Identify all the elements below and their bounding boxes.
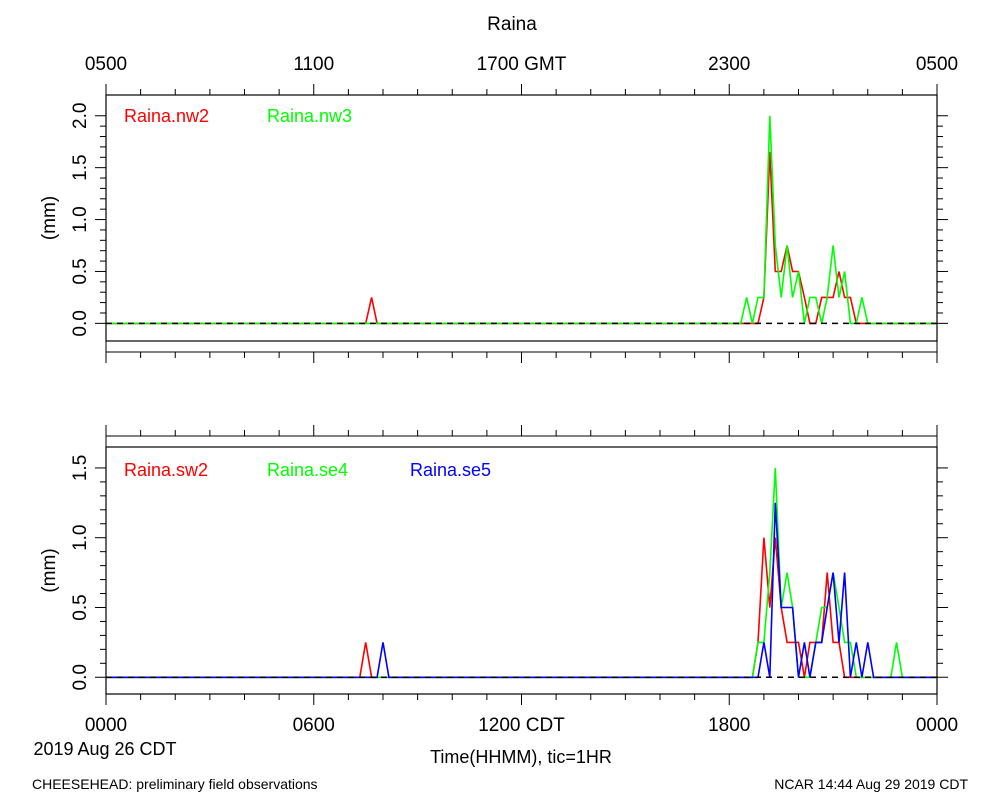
panel-1: 0.0 0.5 1.0 1.5 2.0 (mm) Raina.nw2 Raina.nw3 bbox=[39, 84, 948, 363]
series-line-Raina-sw2 bbox=[106, 537, 937, 679]
footer-left: CHEESEHEAD: preliminary field observatio… bbox=[32, 776, 318, 792]
y-tick-label: 1.0 bbox=[70, 524, 91, 550]
footer-right: NCAR 14:44 Aug 29 2019 CDT bbox=[774, 776, 968, 792]
bottom-axis-tick-label: 0000 bbox=[916, 715, 958, 736]
bottom-axis-tick-label: 1200 CDT bbox=[478, 715, 565, 736]
legend-entry: Raina.nw2 bbox=[124, 106, 209, 126]
top-axis-tick-label: 0500 bbox=[916, 54, 958, 75]
legend-entry: Raina.nw3 bbox=[267, 106, 352, 126]
y-tick-label: 1.0 bbox=[70, 206, 91, 232]
date-label: 2019 Aug 26 CDT bbox=[33, 739, 176, 759]
y-tick-label: 1.5 bbox=[70, 455, 91, 481]
y-axis-label: (mm) bbox=[39, 196, 60, 240]
series-line-Raina-se4 bbox=[106, 467, 937, 679]
y-tick-label: 0.5 bbox=[70, 594, 91, 620]
panel-2: 0.0 0.5 1.0 1.5 (mm) Raina.sw2 Raina.se4 Raina.… bbox=[39, 425, 948, 705]
bottom-axis-tick-label: 0600 bbox=[293, 715, 335, 736]
plot-frame bbox=[105, 446, 938, 695]
y-tick-label: 0.0 bbox=[70, 310, 91, 336]
legend-entry: Raina.se4 bbox=[267, 460, 348, 480]
top-axis-tick-label: 2300 bbox=[708, 54, 750, 75]
bottom-axis-tick-label: 1800 bbox=[708, 715, 750, 736]
legend-entry: Raina.se5 bbox=[410, 460, 491, 480]
bottom-axis-tick-label: 0000 bbox=[85, 715, 127, 736]
series-line-Raina-se5 bbox=[106, 502, 937, 679]
panels-group: 0500 1100 1700 GMT 2300 0500 0000 0600 1200 CDT… bbox=[39, 54, 958, 736]
legend-entry: Raina.sw2 bbox=[124, 460, 208, 480]
plot-frame bbox=[105, 94, 938, 342]
y-tick-label: 1.5 bbox=[70, 154, 91, 180]
top-axis-tick-label: 0500 bbox=[85, 54, 127, 75]
top-axis-tick-label: 1100 bbox=[293, 54, 334, 75]
y-axis-label: (mm) bbox=[39, 548, 60, 592]
y-tick-label: 0.5 bbox=[70, 258, 91, 284]
y-tick-label: 0.0 bbox=[70, 664, 91, 690]
y-tick-label: 2.0 bbox=[70, 103, 91, 129]
top-axis-tick-label: 1700 GMT bbox=[477, 54, 567, 75]
series-line-Raina-nw3 bbox=[106, 115, 937, 325]
chart-title: Raina bbox=[487, 14, 537, 35]
x-axis-label: Time(HHMM), tic=1HR bbox=[430, 747, 612, 767]
